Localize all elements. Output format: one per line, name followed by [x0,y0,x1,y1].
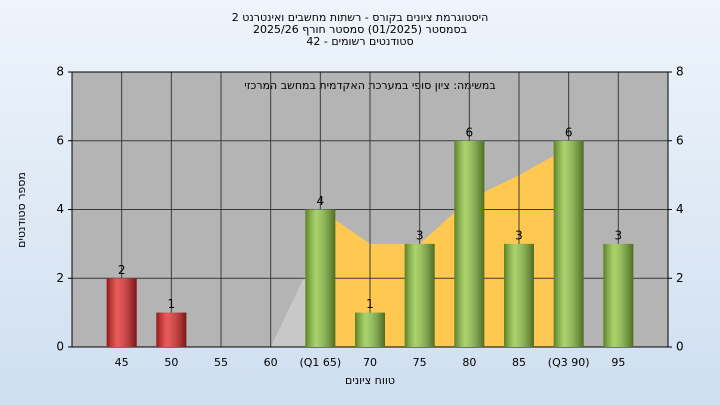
y2-tick-label: 4 [676,202,684,216]
value-label: 1 [366,297,374,311]
bar-shade [504,243,534,347]
x-axis-label: טווח ציונים [345,374,395,387]
bar-shade [106,278,137,347]
x-tick-label: 60 [264,356,278,369]
bar-shade [603,243,634,347]
value-label: 4 [317,194,325,208]
x-tick-label: 50 [164,356,178,369]
chart-title: היסטוגרמת ציונים בקורס - רשתות מחשבים וא… [232,11,489,24]
x-tick-label: 85 [512,356,526,369]
value-label: 3 [515,228,523,242]
bar-shade [404,243,435,347]
y2-tick-label: 8 [676,65,684,79]
x-tick-label: 95 [611,356,625,369]
value-label: 6 [565,125,573,139]
x-tick-label: (Q1 65) [299,356,341,369]
y2-tick-label: 0 [676,340,684,354]
chart-subtitle: סטודנטים רשומים - 42 [306,35,413,48]
y-tick-label: 6 [56,133,64,147]
x-tick-label: (Q3 90) [548,356,590,369]
x-tick-label: 70 [363,356,377,369]
bar-shade [553,140,584,347]
x-tick-label: 55 [214,356,228,369]
y-tick-label: 0 [56,340,64,354]
y-tick-label: 4 [56,202,64,216]
bar-shade [156,312,187,347]
x-tick-label: 75 [413,356,427,369]
chart-subtitle: בסמסטר (01/2025) סמסטר חורף 2025/26 [253,23,467,36]
y-axis-label: מספר סטודנטים [15,172,28,248]
bar-shade [454,140,485,347]
y2-tick-label: 2 [676,271,684,285]
x-tick-label: 45 [115,356,129,369]
x-tick-label: 80 [462,356,476,369]
value-label: 2 [118,263,126,277]
bar-shade [355,312,385,347]
value-label: 6 [466,125,474,139]
value-label: 3 [615,228,623,242]
y-tick-label: 2 [56,271,64,285]
value-label: 1 [168,297,176,311]
y2-tick-label: 6 [676,133,684,147]
y-tick-label: 8 [56,65,64,79]
value-label: 3 [416,228,424,242]
bar-shade [305,209,336,347]
